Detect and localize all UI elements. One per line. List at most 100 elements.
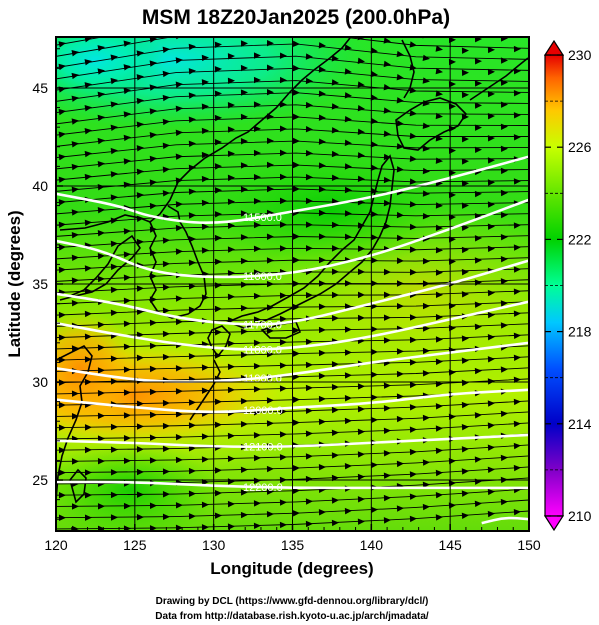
wind-arrowhead <box>214 163 222 170</box>
coastline-kurils <box>469 57 529 101</box>
wind-arrowhead <box>136 215 144 222</box>
wind-arrowhead <box>305 150 313 157</box>
wind-arrowhead <box>123 251 131 258</box>
wind-arrowhead <box>500 145 508 153</box>
x-tick-label: 125 <box>123 537 147 553</box>
wind-arrowhead <box>409 64 417 71</box>
wind-arrowhead <box>71 141 79 148</box>
colorbar-tick-label: 230 <box>568 47 592 63</box>
wind-arrowhead <box>253 477 261 484</box>
wind-arrowhead <box>123 158 131 165</box>
wind-arrowhead <box>240 138 248 145</box>
wind-arrowhead <box>461 246 469 254</box>
wind-arrowhead <box>461 47 469 54</box>
wind-arrowhead <box>97 389 105 397</box>
wind-arrowhead <box>97 412 105 420</box>
wind-arrowhead <box>396 415 404 423</box>
wind-arrowhead <box>396 302 404 310</box>
wind-arrowhead <box>149 457 157 464</box>
wind-arrowhead <box>500 167 508 175</box>
wind-arrowhead <box>253 76 261 84</box>
wind-arrowhead <box>136 354 144 362</box>
wind-arrowhead <box>396 234 404 242</box>
wind-arrowhead <box>110 54 118 61</box>
wind-arrowhead <box>253 432 261 439</box>
wind-arrowhead <box>97 457 105 465</box>
contour-line <box>56 198 529 279</box>
wind-arrowhead <box>396 257 404 264</box>
wind-arrowhead <box>97 207 105 214</box>
wind-arrowhead <box>279 431 287 438</box>
wind-arrowhead <box>253 386 261 393</box>
wind-arrowhead <box>500 123 508 130</box>
wind-arrowhead <box>253 52 261 59</box>
wind-arrowhead <box>175 177 183 184</box>
wind-arrowhead <box>409 41 417 48</box>
wind-arrowhead <box>305 197 313 205</box>
colorbar-tick-label: 222 <box>568 231 592 247</box>
wind-arrowhead <box>253 125 261 133</box>
wind-arrowhead <box>474 190 482 198</box>
wind-arrowhead <box>357 291 365 299</box>
wind-arrowhead <box>240 397 248 405</box>
wind-arrowhead <box>292 65 300 72</box>
wind-arrowhead <box>357 428 365 436</box>
wind-arrowhead <box>292 256 300 264</box>
wind-arrowhead <box>357 496 365 503</box>
wind-arrowhead <box>84 514 92 521</box>
wind-arrowhead <box>513 134 521 141</box>
wind-arrowhead <box>162 46 170 54</box>
wind-arrowhead <box>357 245 365 252</box>
wind-arrowhead <box>110 124 118 131</box>
wind-arrowhead <box>123 111 131 118</box>
wind-arrowhead <box>305 101 313 109</box>
wind-arrowhead <box>383 176 391 184</box>
wind-arrowhead <box>227 317 235 324</box>
colorbar-tick-label: 218 <box>568 324 592 340</box>
wind-arrowhead <box>500 278 508 285</box>
x-tick-label: 140 <box>360 537 384 553</box>
wind-arrowhead <box>123 389 131 396</box>
wind-arrowhead <box>487 289 495 297</box>
wind-arrowhead <box>214 41 222 48</box>
wind-arrowhead <box>253 316 261 323</box>
wind-arrowhead <box>110 469 118 476</box>
wind-arrowhead <box>240 257 248 265</box>
wind-arrowhead <box>513 310 521 317</box>
wind-arrowhead <box>331 361 339 368</box>
contour-label: 11700.0 <box>243 320 282 332</box>
wind-arrowhead <box>331 519 339 527</box>
wind-arrowhead <box>435 246 443 254</box>
wind-arrowhead <box>370 303 378 310</box>
wind-arrowhead <box>318 326 326 334</box>
wind-arrowhead <box>201 79 209 86</box>
wind-arrowhead <box>422 54 430 62</box>
wind-arrowhead <box>240 489 248 496</box>
wind-arrowhead <box>344 280 352 287</box>
wind-arrowhead <box>357 222 365 229</box>
wind-arrowhead <box>123 64 131 71</box>
wind-arrowhead <box>435 336 443 343</box>
wind-arrowhead <box>331 79 339 86</box>
wind-arrowhead <box>435 358 443 365</box>
wind-arrowhead <box>383 517 391 524</box>
wind-arrowhead <box>474 257 482 264</box>
wind-arrowhead <box>474 124 482 131</box>
wind-arrowhead <box>58 41 66 48</box>
wind-arrowhead <box>71 209 79 216</box>
wind-arrowhead <box>136 121 144 128</box>
wind-arrowhead <box>253 292 261 300</box>
wind-arrowhead <box>110 171 118 178</box>
wind-arrowhead <box>487 400 495 407</box>
wind-arrowhead <box>396 73 404 81</box>
chart-title: MSM 18Z20Jan2025 (200.0hPa) <box>142 6 450 29</box>
x-tick-label: 120 <box>44 537 68 553</box>
wind-arrowhead <box>487 179 495 186</box>
coastlines <box>56 37 529 504</box>
wind-arrowhead <box>279 76 287 84</box>
wind-arrowhead <box>110 514 118 521</box>
wind-arrowhead <box>396 348 404 355</box>
wind-arrowhead <box>279 245 287 252</box>
wind-arrowhead <box>162 190 170 197</box>
wind-arrowhead <box>422 414 430 422</box>
